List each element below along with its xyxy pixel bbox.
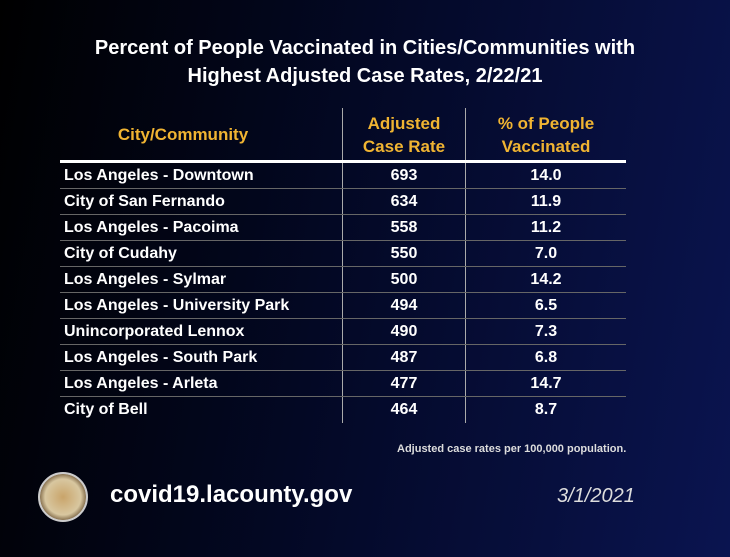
cell-vaccinated: 14.2 bbox=[465, 267, 626, 292]
header-case-rate-line2: Case Rate bbox=[362, 137, 446, 156]
cell-city: City of Bell bbox=[64, 401, 148, 418]
cell-city: Los Angeles - South Park bbox=[64, 349, 258, 366]
header-case-rate-line1: Adjusted bbox=[367, 114, 441, 133]
header-vaccinated-line2: Vaccinated bbox=[501, 137, 591, 156]
cell-city: Los Angeles - Downtown bbox=[64, 167, 254, 184]
table-row: Los Angeles - Pacoima 558 11.2 bbox=[60, 215, 626, 241]
vaccination-table: City/Community Adjusted Case Rate % of Pe… bbox=[60, 108, 626, 423]
title-line-2: Highest Adjusted Case Rates, 2/22/21 bbox=[187, 65, 543, 87]
cell-vaccinated: 7.0 bbox=[465, 241, 626, 266]
cell-case-rate: 500 bbox=[342, 267, 465, 292]
header-case-rate: Adjusted Case Rate bbox=[342, 108, 465, 160]
table-row: Los Angeles - Downtown 693 14.0 bbox=[60, 163, 626, 189]
cell-city: Unincorporated Lennox bbox=[64, 323, 245, 340]
cell-vaccinated: 7.3 bbox=[465, 319, 626, 344]
cell-case-rate: 558 bbox=[342, 215, 465, 240]
cell-case-rate: 550 bbox=[342, 241, 465, 266]
cell-case-rate: 494 bbox=[342, 293, 465, 318]
cell-case-rate: 487 bbox=[342, 345, 465, 370]
cell-case-rate: 693 bbox=[342, 163, 465, 188]
footnote: Adjusted case rates per 100,000 populati… bbox=[397, 443, 627, 455]
header-city: City/Community bbox=[117, 124, 249, 144]
cell-case-rate: 477 bbox=[342, 371, 465, 396]
cell-city: Los Angeles - Sylmar bbox=[64, 271, 227, 288]
table-row: Los Angeles - Arleta 477 14.7 bbox=[60, 371, 626, 397]
table-row: City of Cudahy 550 7.0 bbox=[60, 241, 626, 267]
cell-city: City of Cudahy bbox=[64, 245, 177, 262]
cell-city: City of San Fernando bbox=[64, 193, 225, 210]
table-row: Los Angeles - South Park 487 6.8 bbox=[60, 345, 626, 371]
cell-city: Los Angeles - University Park bbox=[64, 297, 290, 314]
cell-vaccinated: 6.5 bbox=[465, 293, 626, 318]
table-row: City of Bell 464 8.7 bbox=[60, 397, 626, 423]
title-line-1: Percent of People Vaccinated in Cities/C… bbox=[94, 37, 636, 59]
cell-vaccinated: 14.7 bbox=[465, 371, 626, 396]
website-url: covid19.lacounty.gov bbox=[110, 481, 353, 508]
table-row: Unincorporated Lennox 490 7.3 bbox=[60, 319, 626, 345]
table-row: Los Angeles - University Park 494 6.5 bbox=[60, 293, 626, 319]
cell-vaccinated: 11.2 bbox=[465, 215, 626, 240]
table-row: City of San Fernando 634 11.9 bbox=[60, 189, 626, 215]
cell-case-rate: 464 bbox=[342, 397, 465, 423]
cell-city: Los Angeles - Pacoima bbox=[64, 219, 239, 236]
header-vaccinated: % of People Vaccinated bbox=[465, 108, 626, 160]
table-body: Los Angeles - Downtown 693 14.0 City of San… bbox=[60, 163, 626, 423]
cell-vaccinated: 14.0 bbox=[465, 163, 626, 188]
slide-title: Percent of People Vaccinated in Cities/C… bbox=[0, 34, 730, 90]
county-seal-icon bbox=[38, 472, 88, 522]
table-row: Los Angeles - Sylmar 500 14.2 bbox=[60, 267, 626, 293]
cell-case-rate: 490 bbox=[342, 319, 465, 344]
cell-case-rate: 634 bbox=[342, 189, 465, 214]
cell-city: Los Angeles - Arleta bbox=[64, 375, 218, 392]
header-vaccinated-line1: % of People bbox=[497, 114, 595, 133]
cell-vaccinated: 8.7 bbox=[465, 397, 626, 423]
table-header: City/Community Adjusted Case Rate % of Pe… bbox=[60, 108, 626, 163]
slide-date: 3/1/2021 bbox=[557, 485, 635, 507]
cell-vaccinated: 6.8 bbox=[465, 345, 626, 370]
cell-vaccinated: 11.9 bbox=[465, 189, 626, 214]
